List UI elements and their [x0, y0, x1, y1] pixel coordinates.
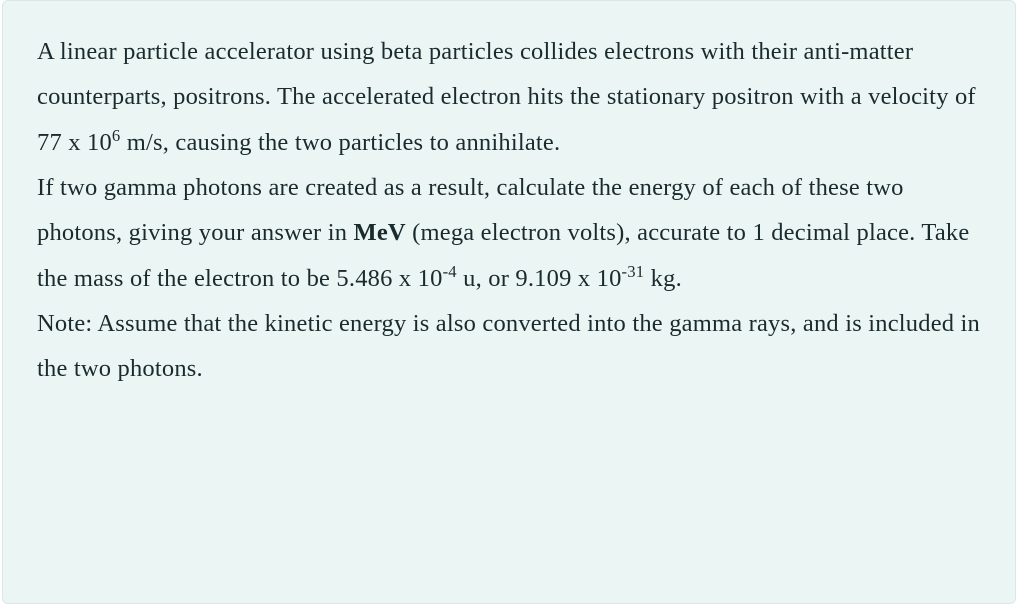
text-segment: u, or 9.109 x 10: [457, 265, 622, 292]
question-text: A linear particle accelerator using beta…: [37, 29, 981, 392]
text-segment: Note: Assume that the kinetic energy is …: [37, 310, 980, 382]
text-segment: kg.: [644, 265, 682, 292]
bold-unit: MeV: [354, 219, 406, 246]
text-segment: m/s, causing the two particles to annihi…: [120, 129, 560, 156]
question-container: A linear particle accelerator using beta…: [2, 0, 1016, 604]
exponent: -31: [622, 261, 645, 280]
exponent: -4: [443, 261, 457, 280]
